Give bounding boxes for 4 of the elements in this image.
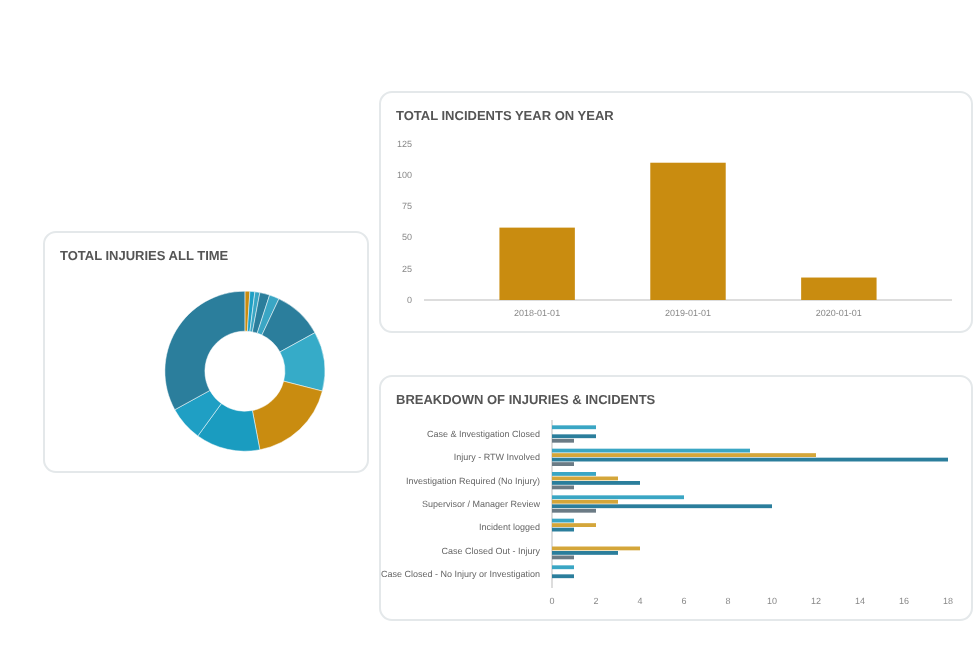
donut-slice [252,292,270,334]
bar [499,227,575,300]
bar [801,277,877,300]
bar [650,162,726,300]
